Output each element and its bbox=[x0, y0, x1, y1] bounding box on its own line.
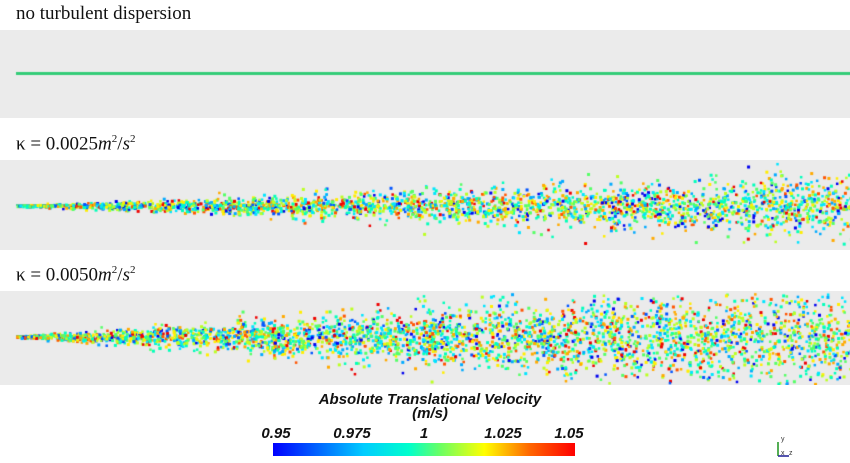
axes-orientation-icon: y x z bbox=[775, 436, 799, 458]
colorbar-title: Absolute Translational Velocity bbox=[318, 391, 542, 408]
exponent: 2 bbox=[129, 264, 136, 276]
axis-z-label: z bbox=[789, 450, 793, 457]
particle-scatter-canvas bbox=[0, 160, 850, 250]
label-text: no turbulent dispersion bbox=[16, 3, 192, 24]
axis-x-label: x bbox=[781, 450, 785, 457]
colorbar-tick: 1.025 bbox=[484, 425, 522, 442]
colorbar-tick: 1.05 bbox=[554, 425, 584, 442]
panel-label-no-dispersion: no turbulent dispersion bbox=[16, 3, 191, 25]
slash: / bbox=[117, 264, 123, 286]
colorbar-tick: 0.975 bbox=[333, 425, 371, 442]
particle-stream-canvas bbox=[0, 30, 850, 118]
exponent: 2 bbox=[111, 264, 118, 276]
colorbar-tick: 1 bbox=[419, 425, 429, 442]
exponent: 2 bbox=[129, 133, 136, 145]
exponent: 2 bbox=[111, 133, 118, 145]
velocity-colorbar bbox=[273, 443, 575, 456]
unit-s: s bbox=[122, 133, 130, 155]
unit-m: m bbox=[98, 264, 112, 286]
particle-panel-k-0050 bbox=[0, 291, 850, 385]
colorbar-units: (m/s) bbox=[412, 405, 448, 422]
particle-panel-no-dispersion bbox=[0, 30, 850, 118]
unit-m: m bbox=[98, 133, 112, 155]
colorbar-tick: 0.95 bbox=[261, 425, 291, 442]
panel-label-k-0025: κ = 0.0025m2/s2 bbox=[16, 133, 135, 155]
kappa-value: κ = 0.0025 bbox=[16, 133, 99, 155]
unit-s: s bbox=[122, 264, 130, 286]
kappa-value: κ = 0.0050 bbox=[16, 264, 99, 286]
particle-scatter-canvas bbox=[0, 291, 850, 385]
axis-y-label: y bbox=[781, 436, 785, 443]
panel-label-k-0050: κ = 0.0050m2/s2 bbox=[16, 264, 135, 286]
particle-panel-k-0025 bbox=[0, 160, 850, 250]
slash: / bbox=[117, 133, 123, 155]
